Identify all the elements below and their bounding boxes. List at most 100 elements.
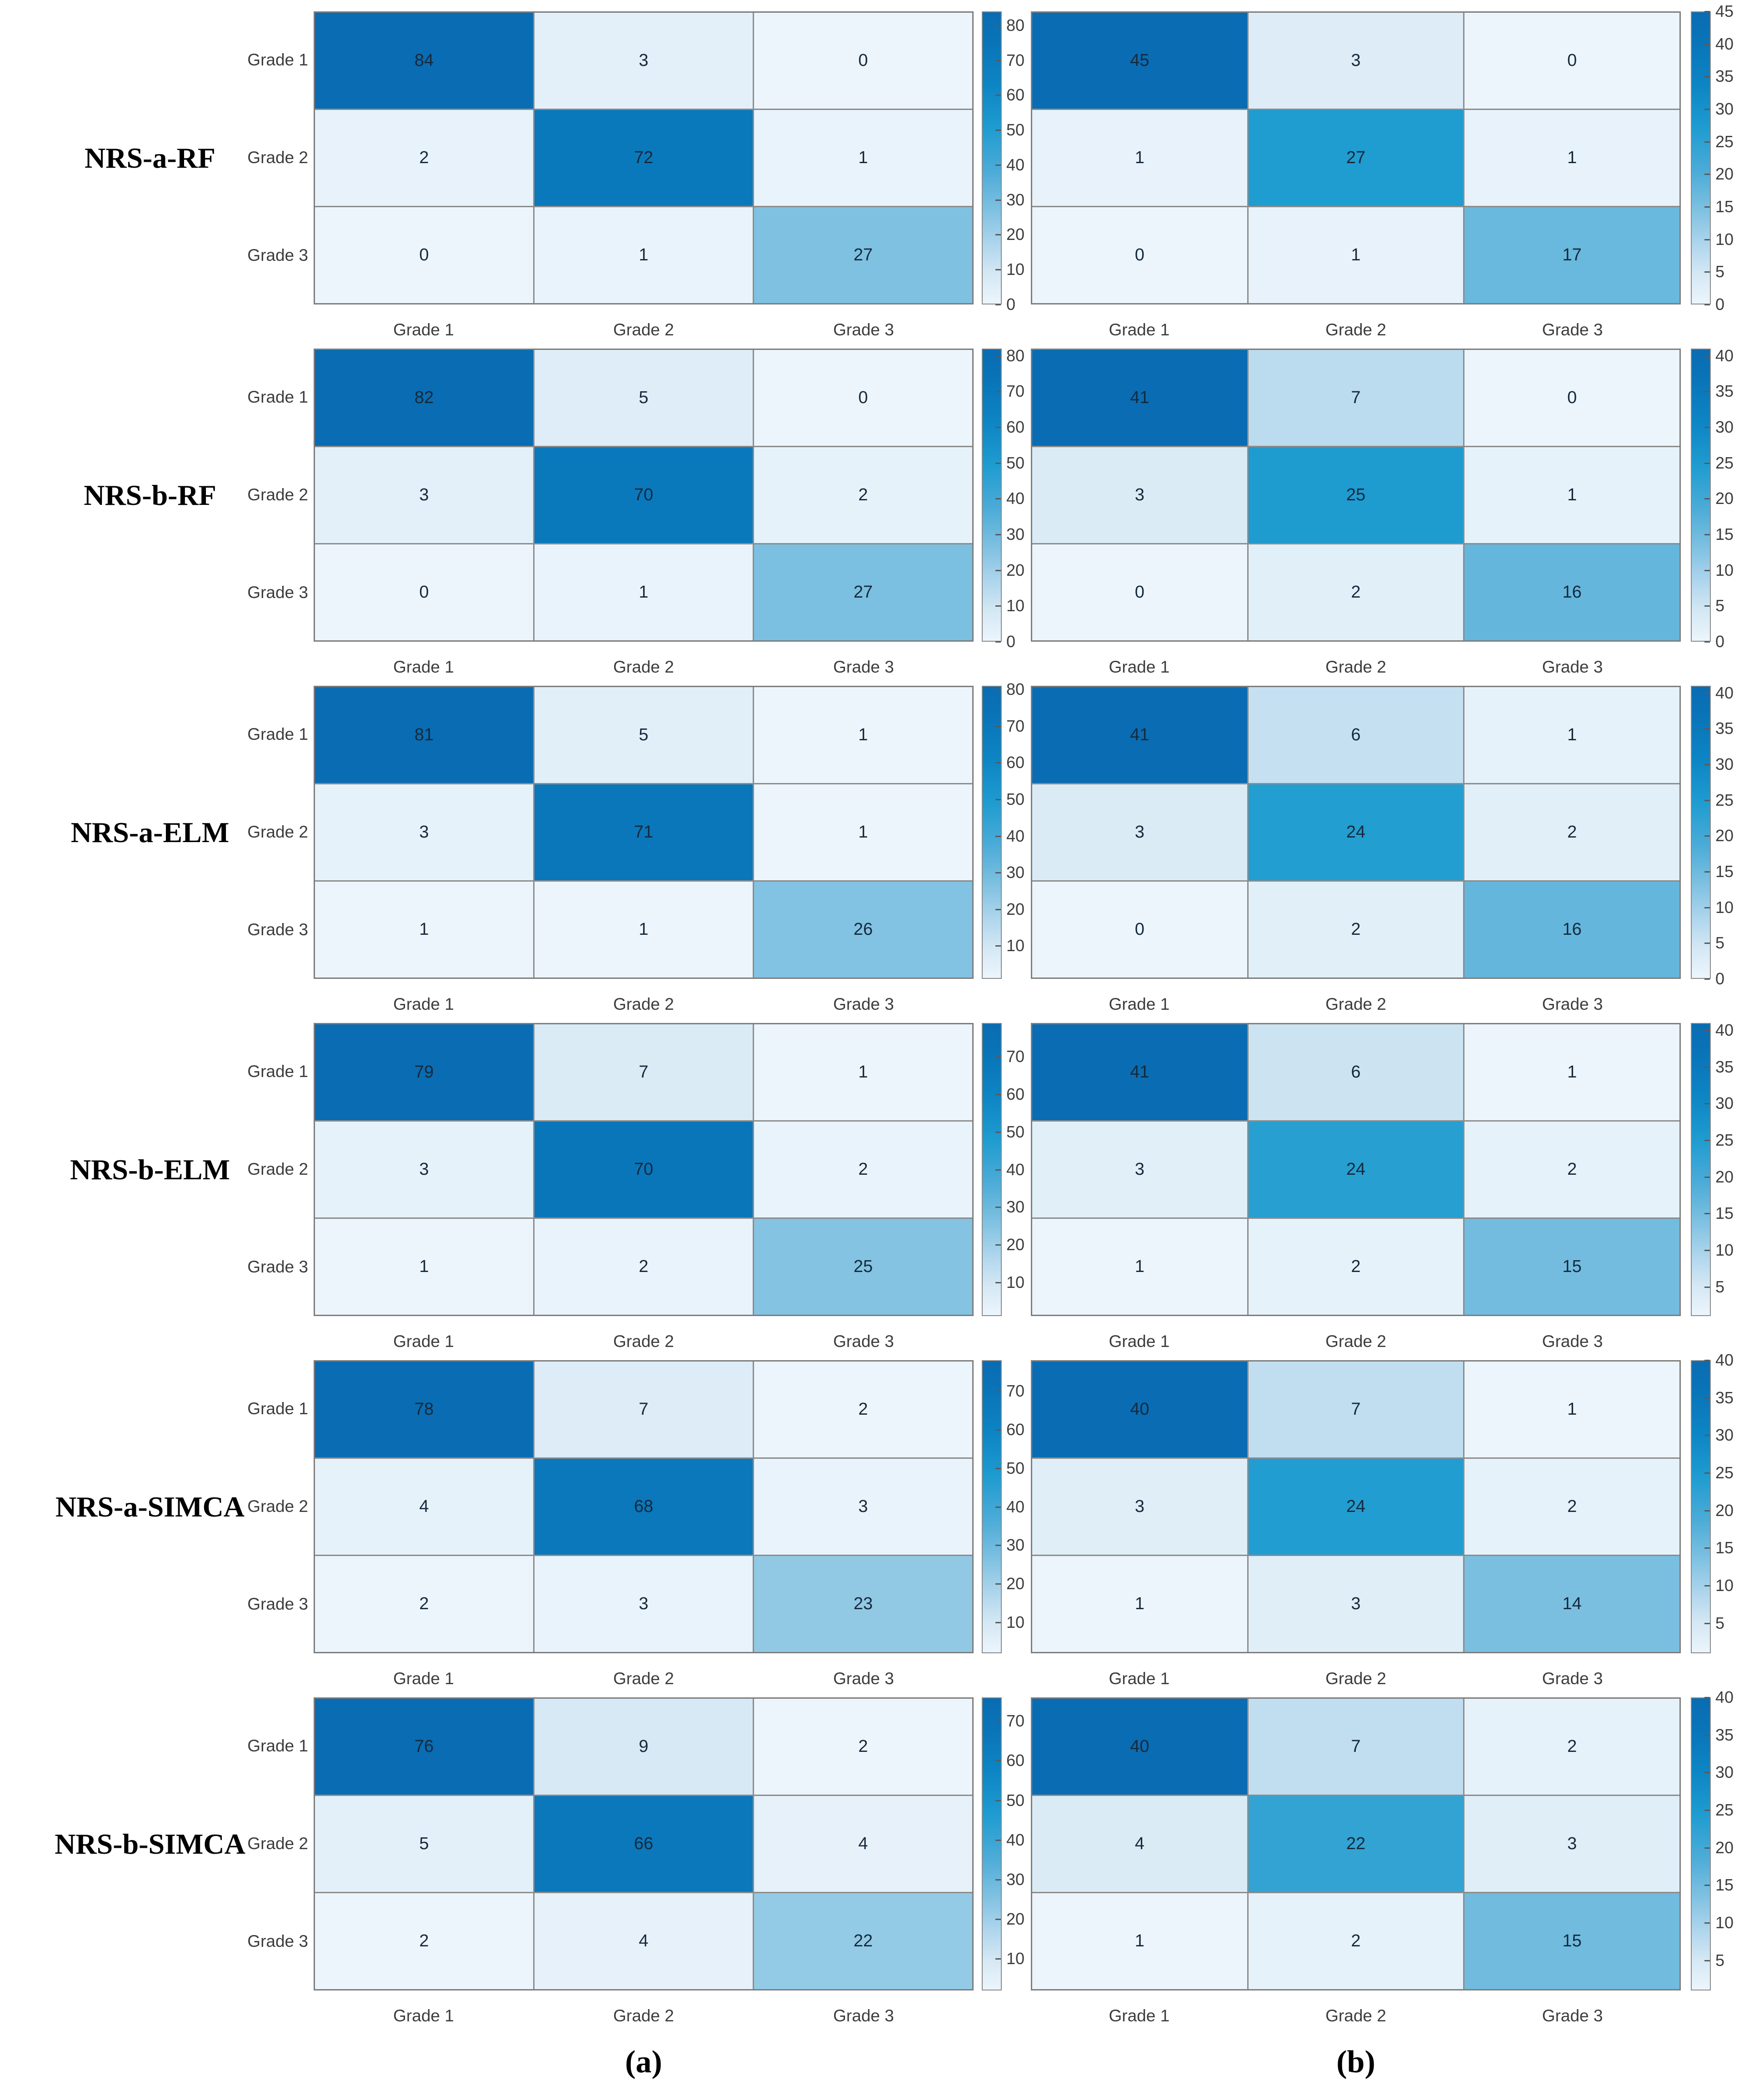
heatmap-plot: 84 3 0 2 72 1 0 1 27 <box>314 11 974 304</box>
heatmap-cell: 22 <box>1248 1796 1464 1892</box>
x-tick-label: Grade 2 <box>1325 1332 1386 1351</box>
colorbar-tick-label: 70 <box>1006 382 1025 401</box>
heatmap-cell: 3 <box>1032 1122 1247 1217</box>
cell-value: 3 <box>1134 1160 1144 1179</box>
colorbar-tick-label: 15 <box>1715 1204 1734 1223</box>
colorbar-tick-label: 20 <box>1006 560 1025 579</box>
y-tick-label: Grade 1 <box>247 50 308 69</box>
cell-value: 27 <box>1346 148 1366 167</box>
heatmap-cell: 70 <box>535 447 753 543</box>
colorbar-tick-label: 35 <box>1715 382 1734 401</box>
heatmap-cell: 0 <box>754 13 972 109</box>
x-tick-label: Grade 1 <box>1109 1332 1170 1351</box>
cell-value: 15 <box>1562 1931 1582 1950</box>
colorbar-tick-label: 40 <box>1715 34 1734 53</box>
x-tick-label: Grade 3 <box>1542 1332 1603 1351</box>
colorbar-tick-label: 5 <box>1715 1277 1725 1296</box>
colorbar-tick-label: 5 <box>1715 596 1725 615</box>
colorbar-tick-label: 70 <box>1006 1047 1025 1066</box>
colorbar-tick-label: 0 <box>1715 969 1725 988</box>
cell-value: 3 <box>639 51 649 70</box>
x-tick-label: Grade 1 <box>1109 658 1170 676</box>
cell-value: 3 <box>419 1160 429 1179</box>
colorbar-tick-label: 80 <box>1006 680 1025 699</box>
colorbar-tick <box>1704 943 1710 944</box>
colorbar-tick <box>995 1244 1001 1246</box>
cell-value: 1 <box>1567 1062 1577 1082</box>
heatmap-cell: 2 <box>535 1219 753 1315</box>
colorbar-tick <box>995 1390 1001 1392</box>
colorbar-tick-label: 40 <box>1006 1160 1025 1179</box>
colorbar <box>1691 686 1711 979</box>
heatmap-cell: 25 <box>1248 447 1464 543</box>
colorbar-tick <box>995 164 1001 166</box>
cell-value: 3 <box>1134 823 1144 842</box>
heatmap-cell: 6 <box>1248 687 1464 783</box>
colorbar-tick-label: 35 <box>1715 719 1734 738</box>
colorbar-tick-label: 20 <box>1715 489 1734 508</box>
colorbar-tick-label: 30 <box>1715 1426 1734 1445</box>
cell-value: 0 <box>1567 388 1577 407</box>
colorbar-tick <box>1704 764 1710 766</box>
colorbar-tick <box>995 908 1001 910</box>
colorbar-tick <box>1704 462 1710 464</box>
colorbar-tick <box>1704 1103 1710 1105</box>
colorbar-tick <box>995 641 1001 643</box>
x-tick-label: Grade 1 <box>393 995 454 1013</box>
colorbar-tick <box>1704 391 1710 393</box>
cell-value: 2 <box>1567 1497 1577 1516</box>
cell-value: 0 <box>419 245 429 264</box>
colorbar-tick <box>1704 871 1710 873</box>
heatmap-cell: 2 <box>1248 1893 1464 1989</box>
colorbar-tick-label: 50 <box>1006 1122 1025 1141</box>
cell-value: 72 <box>634 148 654 167</box>
colorbar-tick-label: 40 <box>1006 1830 1025 1849</box>
colorbar-tick <box>1704 1397 1710 1399</box>
heatmap-cell: 6 <box>1248 1024 1464 1120</box>
cell-value: 6 <box>1351 725 1361 744</box>
cell-value: 0 <box>1134 245 1144 264</box>
colorbar-tick <box>1704 1772 1710 1774</box>
colorbar-tick <box>995 798 1001 800</box>
x-tick-label: Grade 3 <box>833 1669 894 1688</box>
heatmap-cell: 1 <box>1464 110 1679 206</box>
cell-value: 79 <box>414 1062 434 1082</box>
cell-value: 1 <box>1134 1594 1144 1613</box>
cell-value: 2 <box>1567 1737 1577 1756</box>
heatmap-plot: 78 7 2 4 68 3 2 3 23 <box>314 1360 974 1653</box>
colorbar-tick-label: 5 <box>1715 262 1725 281</box>
heatmap-cell: 15 <box>1464 1219 1679 1315</box>
heatmap-cell: 1 <box>754 784 972 880</box>
heatmap-cell: 3 <box>315 784 533 880</box>
heatmap-cell: 15 <box>1464 1893 1679 1989</box>
colorbar-tick <box>995 95 1001 96</box>
heatmap-cell: 2 <box>754 1699 972 1795</box>
heatmap-cell: 2 <box>315 1556 533 1652</box>
colorbar-tick-label: 40 <box>1715 1688 1734 1706</box>
colorbar-tick-label: 15 <box>1715 1876 1734 1895</box>
heatmap-cell: 1 <box>1464 1362 1679 1457</box>
cell-value: 22 <box>1346 1834 1366 1853</box>
y-tick-label: Grade 1 <box>247 1736 308 1755</box>
colorbar <box>982 1360 1002 1653</box>
heatmap-cell: 0 <box>1464 350 1679 446</box>
x-tick-label: Grade 2 <box>613 1332 674 1351</box>
colorbar-tick <box>995 872 1001 874</box>
colorbar-tick <box>1704 1249 1710 1251</box>
colorbar-tick-label: 20 <box>1006 1574 1025 1593</box>
colorbar-tick-label: 40 <box>1715 1351 1734 1369</box>
model-label: NRS-b-SIMCA <box>55 1827 245 1860</box>
cell-value: 7 <box>1351 1737 1361 1756</box>
colorbar-tick <box>995 1169 1001 1171</box>
heatmap-cell: 7 <box>1248 1699 1464 1795</box>
colorbar-tick-label: 0 <box>1715 632 1725 651</box>
heatmap-cell: 4 <box>754 1796 972 1892</box>
x-tick-label: Grade 2 <box>613 1669 674 1688</box>
heatmap-cell: 78 <box>315 1362 533 1457</box>
colorbar-tick-label: 5 <box>1715 1613 1725 1632</box>
cell-value: 1 <box>858 725 868 744</box>
colorbar <box>1691 1023 1711 1316</box>
cell-value: 26 <box>853 920 873 939</box>
cell-value: 27 <box>853 583 873 602</box>
colorbar-tick-label: 10 <box>1715 1576 1734 1595</box>
